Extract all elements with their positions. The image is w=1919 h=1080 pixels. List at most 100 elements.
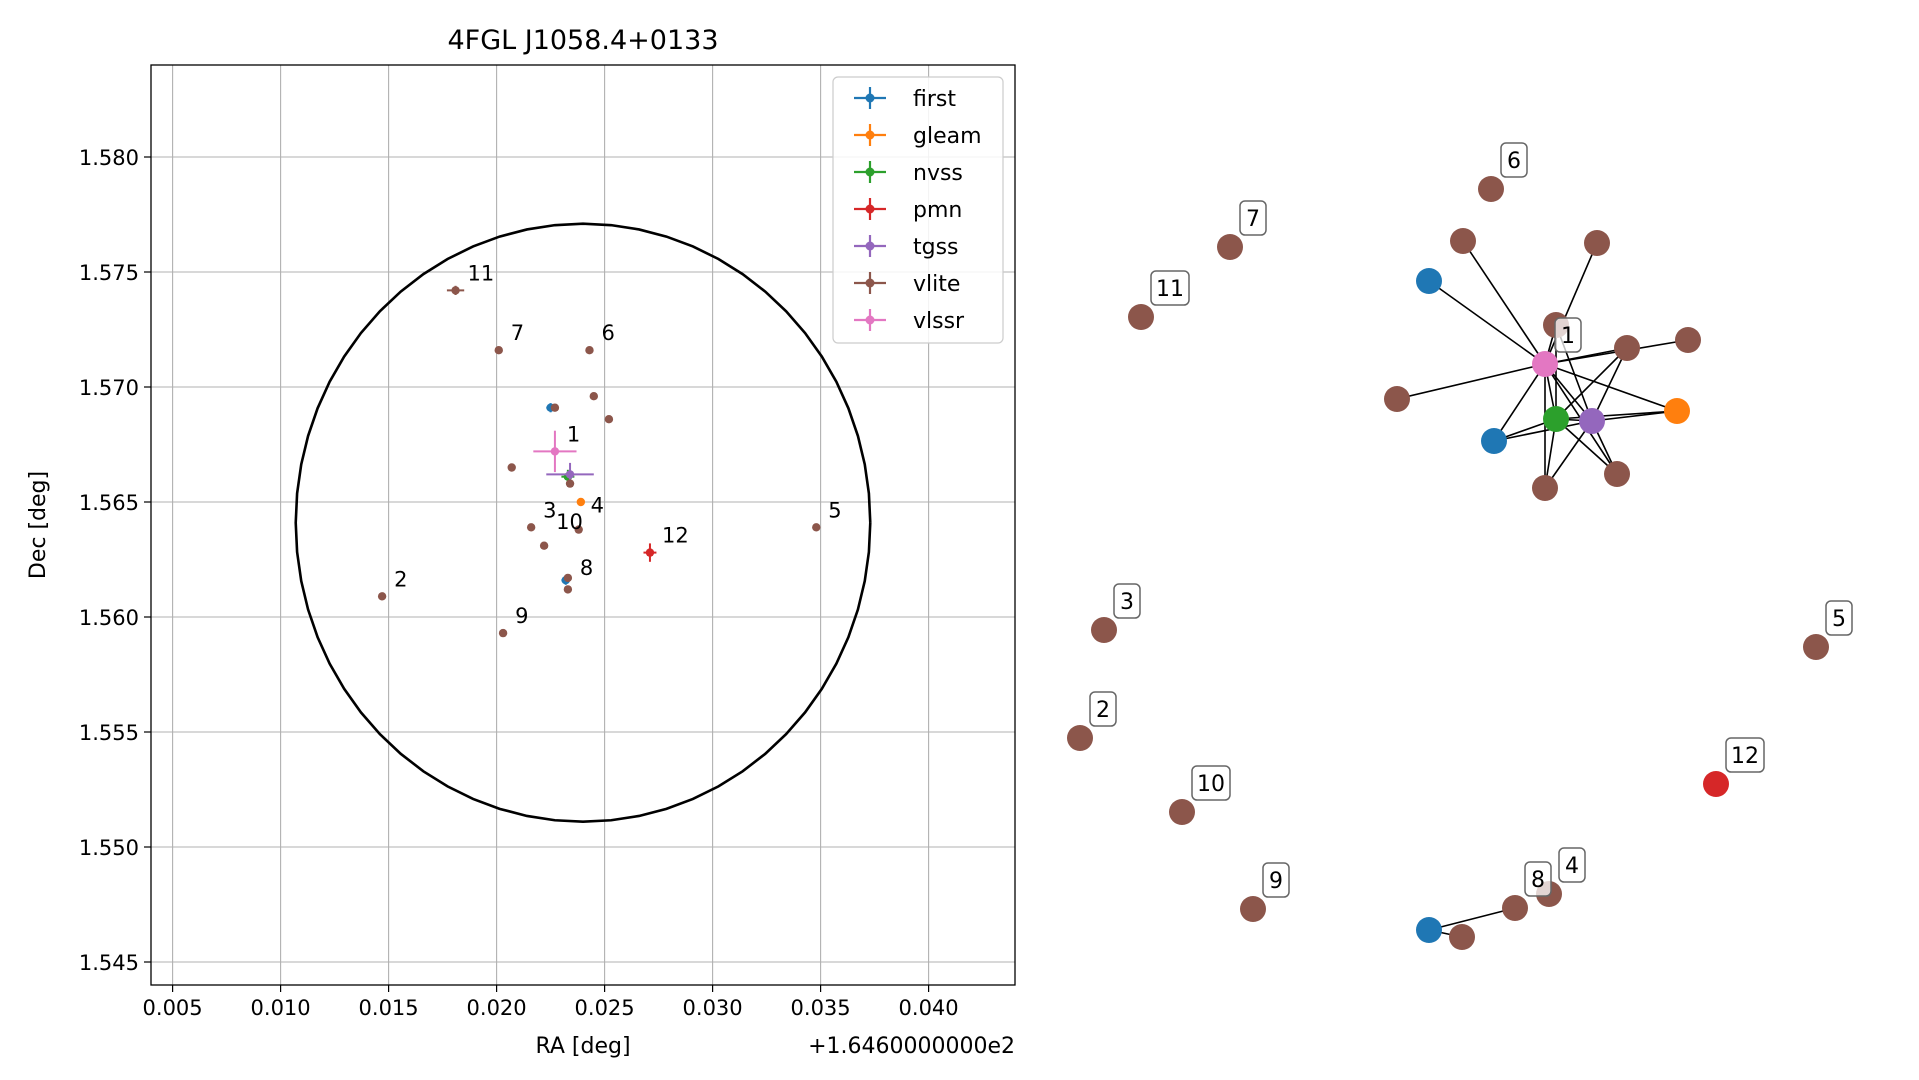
label-box	[1191, 765, 1231, 801]
x-axis-ticks: 0.005 0.010 0.015 0.020 0.025 0.030 0.035 0.040	[143, 985, 959, 1020]
point-marker	[645, 548, 655, 557]
network-node	[1584, 230, 1610, 256]
network-edge	[1555, 410, 1678, 420]
network-node-label: 6	[1500, 142, 1528, 178]
network-edge	[1555, 418, 1618, 475]
network-node-label: 9	[1262, 862, 1290, 898]
network-node-label: 12	[1725, 737, 1765, 773]
x-tick-label: 0.025	[575, 996, 635, 1020]
point-gleam	[576, 497, 586, 507]
label-text: 10	[1197, 772, 1225, 797]
network-node	[1532, 475, 1558, 501]
legend-marker	[865, 204, 875, 214]
point-vlite	[377, 592, 387, 601]
axes-frame	[150, 64, 1016, 986]
legend-frame	[832, 76, 1004, 344]
legend-label: nvss	[913, 161, 963, 186]
legend-item-nvss: nvss	[854, 161, 963, 186]
network-node-label: 7	[1239, 200, 1267, 236]
network-node	[1481, 428, 1507, 454]
point-vlite	[446, 285, 465, 295]
label-text: 9	[1269, 869, 1283, 894]
network-node	[1416, 268, 1442, 294]
x-tick-label: 0.040	[899, 996, 959, 1020]
legend-item-pmn: pmn	[854, 198, 962, 223]
legend-label: tgss	[913, 235, 959, 260]
point-marker	[451, 286, 460, 295]
data-points	[377, 285, 821, 638]
label-text: 11	[1156, 277, 1184, 302]
label-text: 4	[1565, 854, 1579, 879]
y-axis-ticks: 1.545 1.550 1.555 1.560 1.565 1.570 1.575 1.580	[79, 146, 151, 975]
point-vlite	[585, 346, 594, 355]
label-text: 5	[1832, 607, 1846, 632]
network-node-label: 2	[1089, 691, 1117, 727]
network-node	[1449, 924, 1475, 950]
network-nodes	[1067, 176, 1829, 950]
network-node-label: 3	[1113, 583, 1141, 619]
point-annotation: 5	[828, 498, 841, 522]
point-annotation: 10	[556, 510, 583, 534]
label-box	[1150, 270, 1190, 306]
network-node	[1384, 386, 1410, 412]
point-marker	[550, 403, 560, 412]
point-annotations: 11 7 6 1 5 4 3 10 12 8 2 9	[394, 261, 842, 628]
point-vlite	[494, 346, 503, 355]
y-tick-label: 1.555	[79, 721, 139, 745]
point-vlite	[589, 392, 598, 401]
legend-label: vlssr	[913, 309, 965, 334]
point-vlite	[539, 541, 549, 550]
y-tick-label: 1.575	[79, 261, 139, 285]
point-marker	[589, 392, 598, 401]
point-annotation: 7	[511, 321, 524, 345]
x-axis-label: RA [deg]	[535, 1034, 630, 1059]
point-vlite	[526, 523, 536, 532]
point-vlite	[507, 463, 516, 472]
network-node	[1614, 335, 1640, 361]
point-marker	[565, 470, 575, 479]
network-node-label: 1	[1554, 317, 1582, 353]
localization-circle-line	[294, 222, 872, 824]
label-text: 2	[1096, 698, 1110, 723]
network-node	[1169, 799, 1195, 825]
network-node	[1664, 398, 1690, 424]
point-annotation: 3	[543, 498, 556, 522]
x-tick-label: 0.010	[251, 996, 311, 1020]
label-text: 7	[1246, 207, 1260, 232]
point-annotation: 4	[591, 494, 604, 518]
point-marker	[539, 541, 549, 550]
point-annotation: 2	[394, 567, 407, 591]
network-edge	[1591, 410, 1678, 422]
point-vlite	[550, 403, 560, 412]
label-box	[1089, 691, 1117, 727]
point-annotation: 1	[567, 422, 580, 446]
network-node	[1532, 351, 1558, 377]
label-box	[1825, 600, 1853, 636]
network-edge	[1462, 240, 1546, 365]
legend-label: pmn	[913, 198, 962, 223]
label-box	[1558, 847, 1586, 883]
label-box	[1524, 861, 1552, 897]
network-edge	[1555, 347, 1628, 420]
network-edge	[1544, 242, 1598, 365]
x-tick-label: 0.005	[143, 996, 203, 1020]
legend-marker	[865, 93, 875, 103]
network-edge	[1493, 420, 1593, 442]
label-box	[1554, 317, 1582, 353]
legend-item-vlite: vlite	[854, 272, 960, 297]
y-tick-label: 1.565	[79, 491, 139, 515]
point-marker	[574, 525, 583, 534]
point-annotation: 8	[580, 556, 593, 580]
y-tick-label: 1.580	[79, 146, 139, 170]
network-edge	[1544, 363, 1678, 412]
label-text: 6	[1507, 149, 1521, 174]
point-marker	[585, 346, 594, 355]
point-vlite	[565, 479, 575, 488]
network-node	[1416, 917, 1442, 943]
x-tick-label: 0.030	[683, 996, 743, 1020]
network-edge	[1544, 420, 1593, 489]
network-node-label: 4	[1558, 847, 1586, 883]
point-pmn	[643, 543, 657, 562]
network-node	[1450, 228, 1476, 254]
